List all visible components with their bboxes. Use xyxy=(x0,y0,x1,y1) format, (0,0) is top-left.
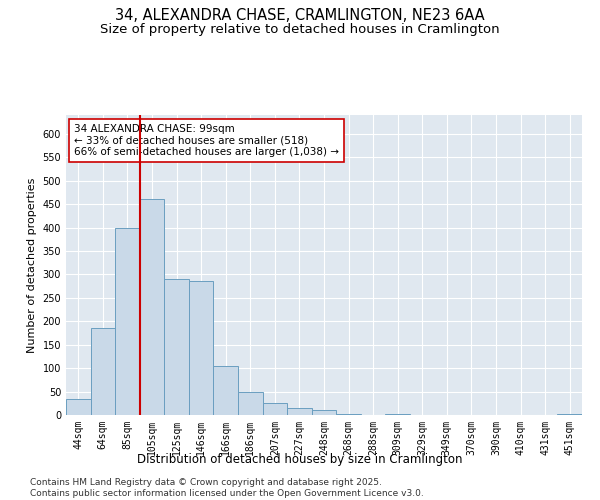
Text: 34, ALEXANDRA CHASE, CRAMLINGTON, NE23 6AA: 34, ALEXANDRA CHASE, CRAMLINGTON, NE23 6… xyxy=(115,8,485,22)
Y-axis label: Number of detached properties: Number of detached properties xyxy=(27,178,37,352)
Text: Contains HM Land Registry data © Crown copyright and database right 2025.
Contai: Contains HM Land Registry data © Crown c… xyxy=(30,478,424,498)
Text: 34 ALEXANDRA CHASE: 99sqm
← 33% of detached houses are smaller (518)
66% of semi: 34 ALEXANDRA CHASE: 99sqm ← 33% of detac… xyxy=(74,124,339,157)
Bar xyxy=(66,398,91,415)
Bar xyxy=(238,392,263,415)
Bar xyxy=(140,200,164,415)
Text: Size of property relative to detached houses in Cramlington: Size of property relative to detached ho… xyxy=(100,22,500,36)
Bar xyxy=(385,414,410,415)
Bar xyxy=(189,282,214,415)
Bar xyxy=(164,279,189,415)
Text: Distribution of detached houses by size in Cramlington: Distribution of detached houses by size … xyxy=(137,452,463,466)
Bar xyxy=(263,404,287,415)
Bar xyxy=(312,410,336,415)
Bar xyxy=(557,414,582,415)
Bar xyxy=(287,408,312,415)
Bar xyxy=(115,228,140,415)
Bar xyxy=(336,414,361,415)
Bar xyxy=(91,328,115,415)
Bar xyxy=(214,366,238,415)
